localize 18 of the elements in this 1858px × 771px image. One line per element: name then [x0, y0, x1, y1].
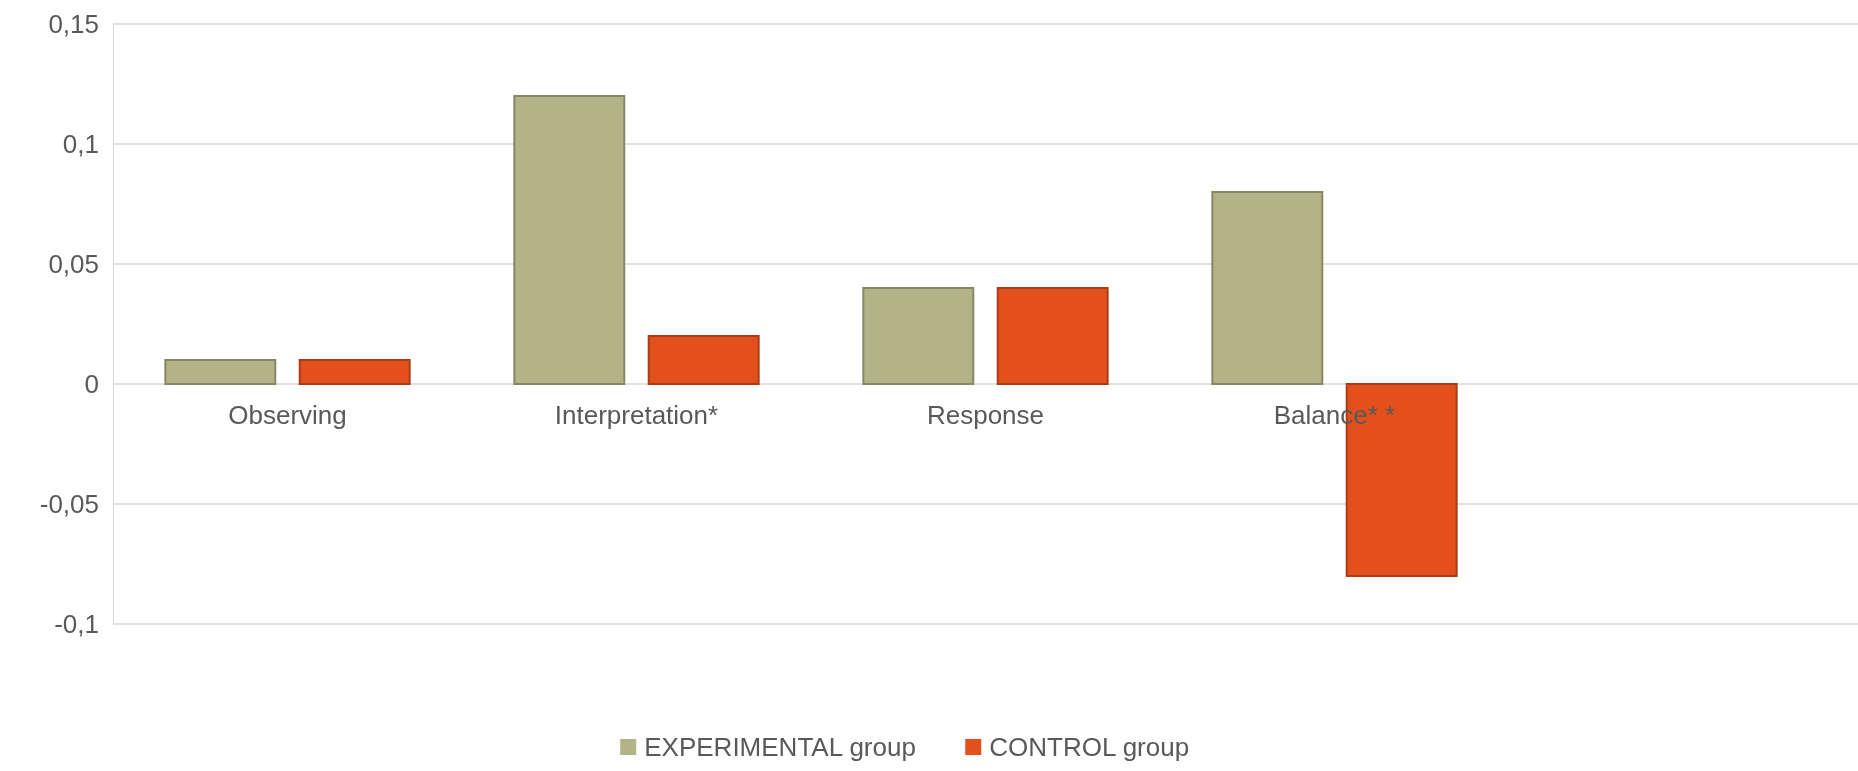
bar: [1211, 191, 1324, 385]
x-tick-label: Observing: [228, 400, 347, 430]
bar: [164, 359, 277, 385]
legend-label: CONTROL group: [989, 732, 1190, 762]
y-tick-label: 0,05: [48, 248, 99, 279]
y-tick-label: 0,15: [48, 8, 99, 39]
y-tick-label: 0: [84, 368, 99, 399]
x-tick-label: Response: [926, 400, 1045, 430]
bar: [647, 335, 760, 385]
bar: [298, 359, 411, 385]
x-tick-label: Interpretation*: [554, 400, 719, 430]
y-tick-label: -0,05: [39, 488, 99, 519]
y-tick-label: 0,1: [62, 128, 99, 159]
legend-label: EXPERIMENTAL group: [644, 732, 916, 762]
bar: [513, 95, 626, 385]
bar: [862, 287, 975, 385]
bar: [996, 287, 1109, 385]
y-tick-label: -0,1: [54, 608, 99, 639]
